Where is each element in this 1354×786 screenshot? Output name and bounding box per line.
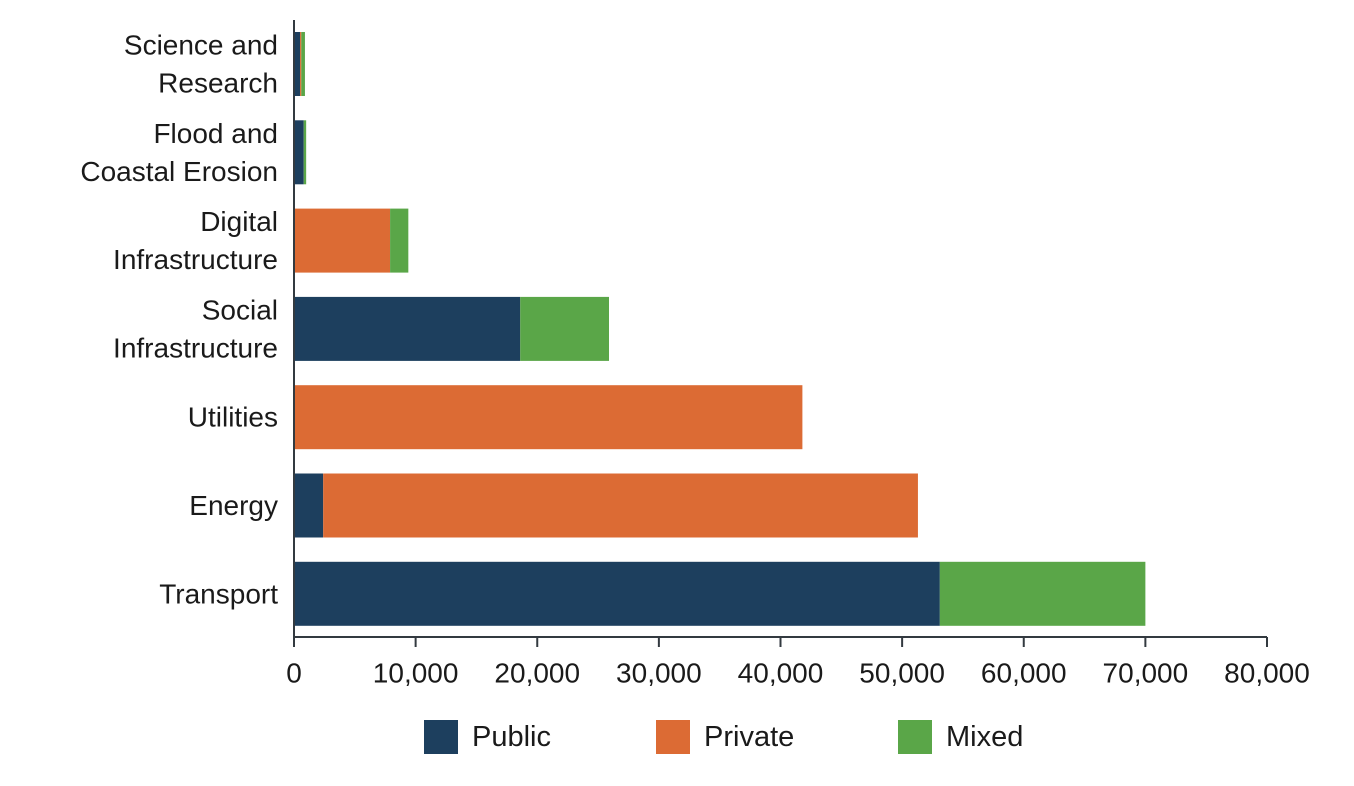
bar-public-6: [294, 561, 940, 626]
legend-swatch-public: [424, 720, 458, 754]
bar-private-2: [294, 208, 391, 273]
bar-mixed-1: [303, 120, 307, 185]
legend-label-mixed: Mixed: [946, 721, 1023, 753]
x-tick-label: 40,000: [738, 658, 824, 689]
legend-swatch-private: [656, 720, 690, 754]
category-label-line: Transport: [159, 578, 278, 609]
bar-mixed-0: [301, 32, 305, 96]
category-label-1: Flood and Coastal Erosion: [80, 118, 278, 187]
legend-label-public: Public: [472, 721, 551, 753]
category-label-line: Infrastructure: [113, 244, 278, 275]
category-labels: Science and Research Flood and Coastal Eros…: [80, 30, 278, 610]
legend-swatch-mixed: [898, 720, 932, 754]
bar-public-3: [294, 296, 521, 361]
category-label-0: Science and Research: [124, 30, 278, 99]
bars-group: [294, 32, 1146, 626]
bar-mixed-2: [390, 208, 409, 273]
legend-label-private: Private: [704, 721, 794, 753]
category-label-line: Coastal Erosion: [80, 156, 278, 187]
category-label-line: Flood and: [153, 118, 278, 149]
x-tick-label: 20,000: [494, 658, 580, 689]
category-label-6: Transport: [159, 578, 278, 609]
bar-public-5: [294, 473, 324, 538]
category-label-line: Social: [202, 294, 278, 325]
bar-private-4: [294, 385, 803, 450]
category-label-2: Digital Infrastructure: [113, 206, 278, 275]
x-tick-label: 80,000: [1224, 658, 1310, 689]
legend: Public Private Mixed: [424, 720, 1023, 754]
x-ticks: 0 10,000 20,000 30,000 40,000 50,000 60,000 70,…: [286, 637, 1310, 689]
category-label-5: Energy: [189, 490, 278, 521]
category-label-line: Research: [158, 68, 278, 99]
category-label-line: Science and: [124, 30, 278, 61]
bar-public-0: [294, 32, 301, 96]
bar-private-0: [300, 32, 302, 96]
category-label-line: Utilities: [188, 402, 278, 433]
x-tick-label: 70,000: [1103, 658, 1189, 689]
category-label-4: Utilities: [188, 402, 278, 433]
x-tick-label: 60,000: [981, 658, 1067, 689]
bar-mixed-3: [520, 296, 610, 361]
x-tick-label: 0: [286, 658, 302, 689]
category-label-3: Social Infrastructure: [113, 294, 278, 363]
x-tick-label: 50,000: [859, 658, 945, 689]
bar-public-1: [294, 120, 304, 185]
bar-private-5: [323, 473, 918, 538]
x-tick-label: 30,000: [616, 658, 702, 689]
x-tick-label: 10,000: [373, 658, 459, 689]
bar-mixed-6: [939, 561, 1146, 626]
category-label-line: Energy: [189, 490, 278, 521]
category-label-line: Infrastructure: [113, 332, 278, 363]
category-label-line: Digital: [200, 206, 278, 237]
